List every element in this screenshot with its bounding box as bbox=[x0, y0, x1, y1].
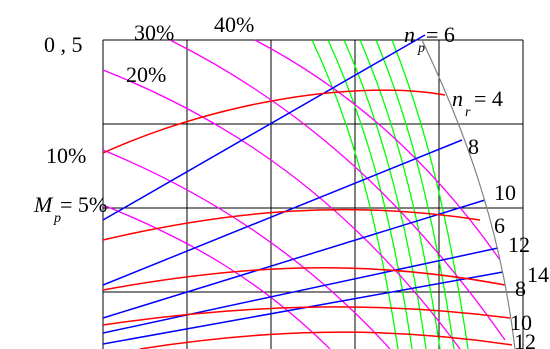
np-label-8: 8 bbox=[468, 134, 479, 159]
green-curve bbox=[375, 39, 455, 349]
nr-curve-8 bbox=[102, 267, 506, 291]
np-label-6: = 6 bbox=[426, 22, 455, 47]
mp-curve-40 bbox=[254, 39, 501, 261]
nr-label-4: = 4 bbox=[474, 86, 503, 111]
nr-subscript: r bbox=[465, 105, 471, 120]
mp-label-30: 30% bbox=[134, 20, 174, 45]
mp-symbol: M bbox=[33, 192, 54, 217]
nr-symbol: n bbox=[452, 86, 463, 111]
nr-curve-10 bbox=[102, 306, 511, 326]
nr-label-8: 8 bbox=[515, 276, 526, 301]
np-subscript: p bbox=[417, 41, 425, 56]
np-line-12 bbox=[102, 247, 499, 334]
np-label-14: 14 bbox=[527, 262, 549, 287]
mp-label-20: 20% bbox=[126, 62, 166, 87]
np-label-10: 10 bbox=[494, 180, 516, 205]
green-curve bbox=[391, 39, 469, 349]
green-curve bbox=[343, 39, 427, 349]
labels: 0 , 5 30% 40% 20% 10% M p = 5% n p = 6 n… bbox=[33, 12, 549, 349]
mp-curves bbox=[102, 39, 506, 349]
mp-label-10: 10% bbox=[46, 143, 86, 168]
nr-curves bbox=[102, 89, 513, 349]
mp-subscript: p bbox=[53, 211, 61, 226]
green-curve bbox=[359, 39, 441, 349]
nr-curve-6 bbox=[102, 208, 481, 241]
nr-label-10: 10 bbox=[510, 310, 532, 335]
nr-label-6: 6 bbox=[494, 213, 505, 238]
nr-curve-4 bbox=[102, 89, 446, 154]
mp-label-40: 40% bbox=[214, 12, 254, 37]
mp-curve-10 bbox=[102, 149, 391, 349]
green-curve bbox=[311, 39, 399, 349]
mp-curve-5 bbox=[102, 204, 331, 349]
boundary-arc bbox=[421, 39, 516, 349]
mp-label-5: = 5% bbox=[60, 192, 107, 217]
np-symbol: n bbox=[404, 22, 415, 47]
nr-curve-12 bbox=[139, 331, 513, 349]
green-curve bbox=[327, 39, 413, 349]
np-label-12: 12 bbox=[508, 232, 530, 257]
y-top-label: 0 , 5 bbox=[44, 32, 83, 57]
nr-label-12: 12 bbox=[514, 329, 536, 349]
mp-curve-30 bbox=[169, 39, 506, 341]
np-line-10 bbox=[102, 199, 486, 319]
np-line-6 bbox=[102, 34, 426, 221]
mp-curve-20 bbox=[102, 69, 461, 349]
np-lines bbox=[102, 34, 504, 345]
